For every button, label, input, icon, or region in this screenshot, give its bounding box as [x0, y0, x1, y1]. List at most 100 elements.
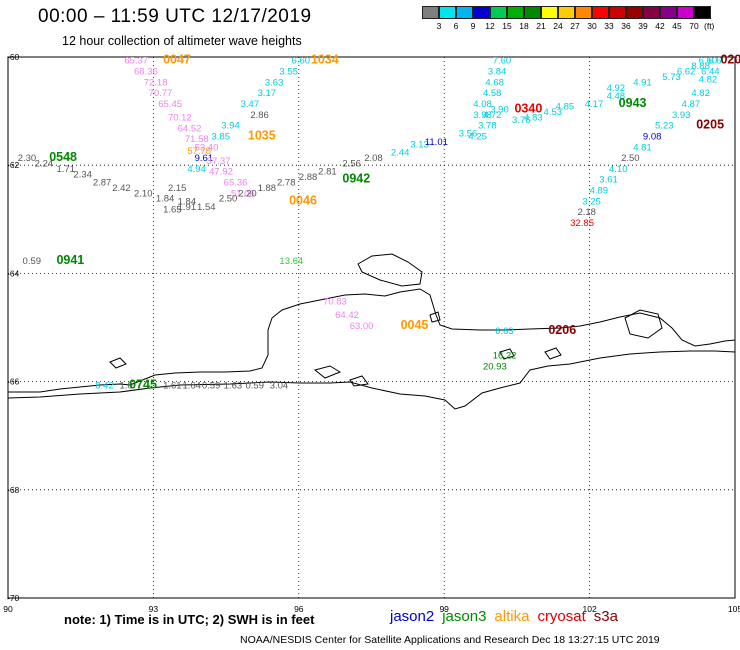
- wave-height-label: 6.60: [699, 56, 718, 67]
- map-border: [7, 56, 736, 599]
- wave-height-label: 4.87: [682, 99, 701, 110]
- wave-height-label: 2.88: [299, 172, 318, 183]
- coastline-segment: [8, 288, 736, 393]
- wave-height-label: 0.59: [23, 256, 42, 267]
- wave-height-label: 4.82: [699, 75, 718, 86]
- wave-height-label: 2.08: [364, 153, 383, 164]
- wave-height-label: 4.68: [485, 77, 504, 88]
- longitude-tick-label: 99: [439, 604, 449, 614]
- wave-height-label: 2.30: [18, 153, 37, 164]
- coastline-segment: [349, 375, 369, 387]
- pass-time-label: 0943: [619, 96, 647, 110]
- wave-height-label: 2.78: [277, 177, 296, 188]
- wave-height-label: 2.24: [35, 158, 54, 169]
- wave-height-label: 3.98: [473, 110, 492, 121]
- colorbar-swatch: [575, 6, 592, 19]
- latitude-tick-label: -60: [7, 52, 20, 62]
- wave-height-label: 64.52: [178, 123, 202, 134]
- wave-height-label: 1.63: [224, 380, 243, 391]
- wave-height-label: 4.17: [585, 99, 604, 110]
- colorbar-swatch: [541, 6, 558, 19]
- colorbar-swatch: [490, 6, 507, 19]
- wave-height-label: 5.73: [662, 72, 681, 83]
- coastline-segment: [313, 365, 342, 379]
- footer-note: note: 1) Time is in UTC; 2) SWH is in fe…: [64, 612, 315, 627]
- pass-time-label: 1035: [248, 128, 276, 142]
- coastline-segment: [544, 347, 562, 360]
- wave-height-label: 16.22: [493, 351, 517, 362]
- wave-height-label: 1.84: [178, 196, 197, 207]
- pass-time-label: 1034: [311, 53, 339, 67]
- wave-height-label: 2.87: [93, 177, 112, 188]
- wave-height-label: 4.58: [483, 88, 502, 99]
- map-frame: [7, 56, 736, 599]
- colorbar-tick-label: 24: [553, 21, 563, 31]
- wave-height-label: 3.93: [672, 110, 691, 121]
- wave-height-label: 3.17: [258, 88, 277, 99]
- wave-height-label: 2.10: [134, 188, 153, 199]
- wave-height-label: 6.44: [701, 67, 720, 78]
- satellite-legend: jason2 jason3 altika cryosat s3a: [390, 608, 626, 625]
- coastline-segment: [357, 253, 423, 287]
- pass-time-label: 0942: [342, 172, 370, 186]
- latitude-tick-label: -64: [7, 268, 20, 278]
- wave-height-label: 1.64: [182, 380, 201, 391]
- colorbar-tick-label: 21: [536, 21, 546, 31]
- map-subtitle: 12 hour collection of altimeter wave hei…: [62, 34, 302, 48]
- wave-height-label: 2.86: [250, 110, 268, 121]
- wave-height-label: 0.59: [202, 380, 221, 391]
- wave-height-label: 9.61: [195, 153, 214, 164]
- wave-height-label: 4.72: [483, 110, 502, 121]
- map-axis-labels: 90 93 96 99 102 105 -60 -62 -64 -66 -68 -70: [3, 52, 740, 614]
- wave-height-label: 3.90: [490, 104, 509, 115]
- wave-height-label: 13.64: [279, 256, 303, 267]
- wave-height-label: 3.04: [270, 380, 289, 391]
- legend-satellite-s3a: s3a: [593, 608, 618, 625]
- wave-height-label: 3.56: [459, 129, 478, 140]
- colorbar-swatch: [626, 6, 643, 19]
- colorbar-swatch: [507, 6, 524, 19]
- colorbar-tick-label: 6: [453, 21, 459, 31]
- pass-time-label: 0046: [289, 193, 317, 207]
- wave-height-label: 8.42: [95, 380, 114, 391]
- footer-credit: NOAA/NESDIS Center for Satellite Applica…: [240, 634, 660, 646]
- wave-height-label: 3.94: [221, 121, 240, 132]
- wave-height-label: 64.42: [335, 310, 359, 321]
- wave-height-label: 2.18: [577, 207, 596, 218]
- colorbar-tick-label: 70: [689, 21, 699, 31]
- colorbar-swatch: [558, 6, 575, 19]
- wave-height-label: 4.53: [544, 107, 563, 118]
- colorbar-tick-label: 42: [655, 21, 665, 31]
- wave-height-label: 4.25: [468, 131, 487, 142]
- wave-height-label: 3.78: [478, 121, 497, 132]
- legend-satellite-jason2: jason2: [390, 608, 435, 625]
- wave-height-label: 71.58: [185, 134, 209, 145]
- wave-height-label: 37.37: [207, 156, 231, 167]
- wave-height-label: 2.81: [318, 167, 337, 178]
- legend-satellite-cryosat: cryosat: [537, 608, 586, 625]
- colorbar-swatch: [643, 6, 660, 19]
- legend-satellite-jason3: jason3: [442, 608, 487, 625]
- legend-satellite-altika: altika: [494, 608, 530, 625]
- wave-height-label: 5.23: [655, 121, 674, 132]
- wave-height-label: 11.01: [425, 137, 448, 148]
- pass-time-label: 0205: [696, 118, 724, 132]
- wave-height-label: 4.92: [607, 83, 626, 94]
- wave-height-label: 7.60: [493, 56, 512, 67]
- wave-height-label: 1.88: [258, 183, 277, 194]
- wave-height-label: 2.15: [168, 183, 187, 194]
- wave-height-label: 6.60: [292, 56, 311, 67]
- pass-time-label: 0548: [49, 150, 77, 164]
- longitude-tick-label: 90: [3, 604, 13, 614]
- wave-height-label: 70.77: [149, 88, 173, 99]
- wave-height-label: 51.06: [231, 188, 255, 199]
- coastline-segment: [7, 350, 736, 410]
- wave-height-label: 6.62: [677, 67, 696, 78]
- wave-height-label: 32.85: [570, 218, 594, 229]
- wave-height-label: 0.59: [245, 380, 264, 391]
- wave-height-label: 1.91: [178, 202, 197, 213]
- colorbar-tick-label: 18: [519, 21, 529, 31]
- colorbar-swatch: [456, 6, 473, 19]
- wave-height-label: 3.47: [241, 99, 260, 110]
- wave-height-label: 4.48: [607, 91, 626, 102]
